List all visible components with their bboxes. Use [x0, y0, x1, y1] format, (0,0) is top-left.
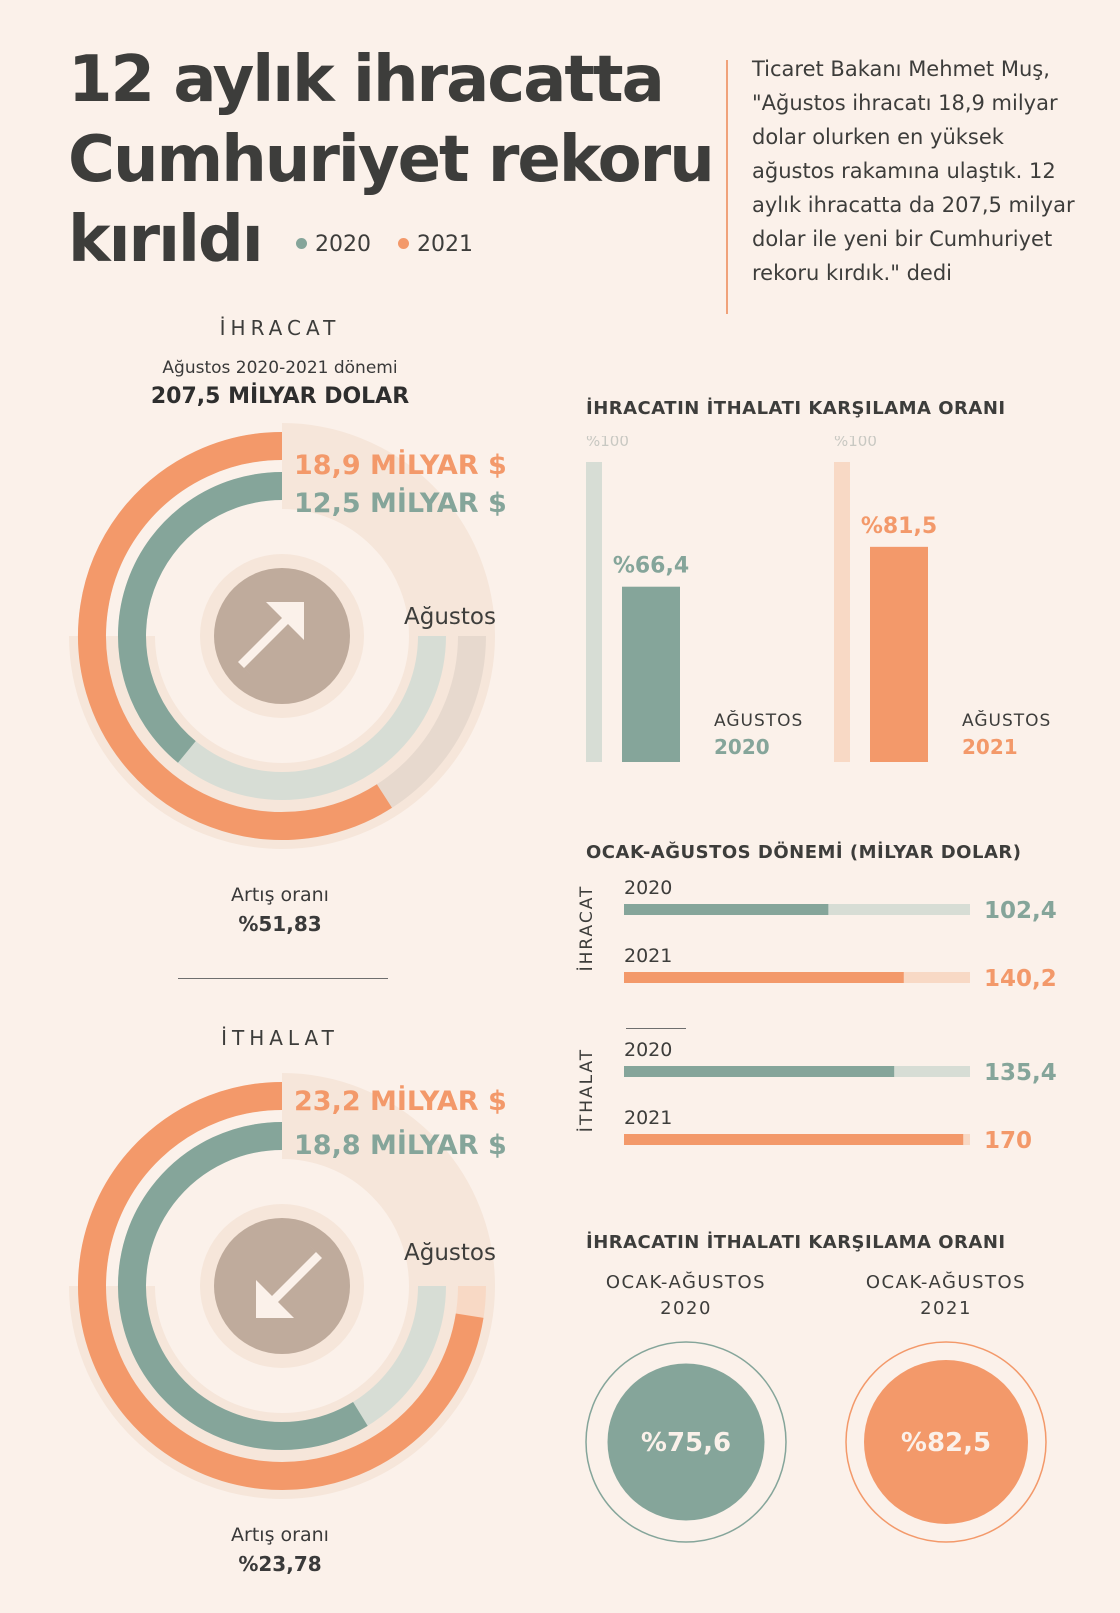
legend-item-2020: 2020 — [296, 232, 371, 257]
coverage-value-2020: %66,4 — [613, 554, 689, 579]
coverage-bar-2021 — [870, 546, 928, 762]
export-value-2021: 18,9 MİLYAR $ — [294, 450, 507, 481]
import-month-label: Ağustos — [404, 1240, 496, 1266]
coverage-circle-chart: OCAK-AĞUSTOS 2020 %75,6 OCAK-AĞUSTOS 2021 %82… — [585, 1271, 1047, 1543]
legend-label-2021: 2021 — [417, 232, 473, 257]
title-line-1: 12 aylık ihracatta — [68, 43, 665, 117]
arrow-down-left-glyph — [256, 1246, 322, 1318]
legend-dot-2021 — [398, 237, 409, 249]
coverage-year-2020: 2020 — [714, 735, 770, 759]
circle-value-2021: %82,5 — [901, 1428, 991, 1458]
circle-year-2021: 2021 — [920, 1298, 972, 1319]
reference-bar-2021 — [834, 462, 850, 762]
export-bar-2020 — [118, 472, 283, 763]
row-value-1-2020: 135,4 — [984, 1060, 1057, 1086]
export-halo-ring — [69, 423, 495, 849]
circle-outline-2021 — [845, 1341, 1047, 1543]
row-value-0-2020: 102,4 — [984, 898, 1057, 924]
export-total: 207,5 MİLYAR DOLAR — [150, 384, 410, 409]
row-year-1-2021: 2021 — [624, 1107, 672, 1129]
coverage-chart-title: İHRACATIN İTHALATI KARŞILAMA ORANI — [586, 398, 1006, 419]
circle-period-2020: OCAK-AĞUSTOS — [606, 1271, 766, 1293]
row-bar-0-2021 — [624, 972, 904, 983]
import-radial-chart — [69, 1073, 495, 1499]
legend-item-2021: 2021 — [398, 232, 473, 257]
row-bar-1-2021 — [624, 1134, 964, 1145]
quote-text: Ticaret Bakanı Mehmet Muş, "Ağustos ihra… — [752, 57, 1075, 285]
row-value-0-2021: 140,2 — [984, 966, 1057, 992]
legend-label-2020: 2020 — [315, 232, 371, 257]
circle-fill-2020 — [607, 1363, 765, 1521]
export-subtitle: Ağustos 2020-2021 dönemi — [162, 358, 398, 378]
coverage-year-2021: 2021 — [962, 735, 1018, 759]
circle-outline-2020 — [585, 1341, 787, 1543]
circle-period-2021: OCAK-AĞUSTOS — [866, 1271, 1026, 1293]
export-heading: İHRACAT — [219, 316, 341, 340]
legend-dot-2020 — [296, 237, 307, 249]
import-heading: İTHALAT — [221, 1026, 339, 1050]
group-divider — [626, 1028, 686, 1029]
circle-year-2020: 2020 — [660, 1298, 712, 1319]
coverage-period-2021: AĞUSTOS — [962, 709, 1051, 731]
period-chart-title: OCAK-AĞUSTOS DÖNEMİ (MİLYAR DOLAR) — [586, 842, 1022, 863]
export-increase-value: %51,83 — [238, 912, 322, 936]
import-value-2020: 18,8 MİLYAR $ — [294, 1130, 507, 1161]
coverage-value-2021: %81,5 — [861, 514, 937, 539]
export-bar-2021 — [78, 432, 392, 840]
export-radial-chart — [69, 423, 495, 849]
row-bar-1-2020 — [624, 1066, 895, 1077]
quote-divider — [726, 60, 728, 314]
group-label-0: İHRACAT — [576, 885, 597, 972]
import-bar-2021 — [78, 1082, 484, 1490]
group-label-1: İTHALAT — [576, 1048, 597, 1132]
coverage-bar-2020 — [622, 586, 680, 762]
row-value-1-2021: 170 — [984, 1128, 1032, 1154]
coverage-bar-chart: %100 %66,4 AĞUSTOS 2020 %100 %81,5 AĞUSTOS 2021 — [586, 436, 1051, 762]
circle-value-2020: %75,6 — [641, 1428, 731, 1458]
circle-fill-2021 — [864, 1360, 1028, 1524]
import-value-2021: 23,2 MİLYAR $ — [294, 1086, 507, 1117]
title-line-3: kırıldı — [68, 203, 264, 277]
export-value-2020: 12,5 MİLYAR $ — [294, 488, 507, 519]
arrow-up-right-icon — [214, 568, 350, 704]
import-bar-2020 — [118, 1122, 368, 1450]
import-increase-value: %23,78 — [238, 1552, 322, 1576]
title-line-2: Cumhuriyet rekoru — [68, 123, 715, 197]
legend: 2020 2021 — [296, 232, 493, 257]
arrow-up-right-glyph — [238, 602, 304, 674]
row-year-1-2020: 2020 — [624, 1039, 672, 1061]
reference-label-2020: %100 — [586, 436, 629, 450]
export-month-label: Ağustos — [404, 604, 496, 630]
section-divider — [178, 978, 388, 979]
reference-label-2021: %100 — [834, 436, 877, 450]
page-title: 12 aylık ihracatta Cumhuriyet rekoru kır… — [68, 40, 715, 280]
row-year-0-2021: 2021 — [624, 945, 672, 967]
period-bar-chart: İHRACAT 2020 102,4 2021 140,2 İTHALAT 2020 135,… — [576, 877, 1057, 1154]
coverage-period-2020: AĞUSTOS — [714, 709, 803, 731]
coverage-circles-title: İHRACATIN İTHALATI KARŞILAMA ORANI — [586, 1232, 1006, 1253]
import-halo-ring — [69, 1073, 495, 1499]
reference-bar-2020 — [586, 462, 602, 762]
import-increase-label: Artış oranı — [231, 1524, 329, 1546]
export-increase-label: Artış oranı — [231, 884, 329, 906]
row-year-0-2020: 2020 — [624, 877, 672, 899]
row-bar-0-2020 — [624, 904, 829, 915]
